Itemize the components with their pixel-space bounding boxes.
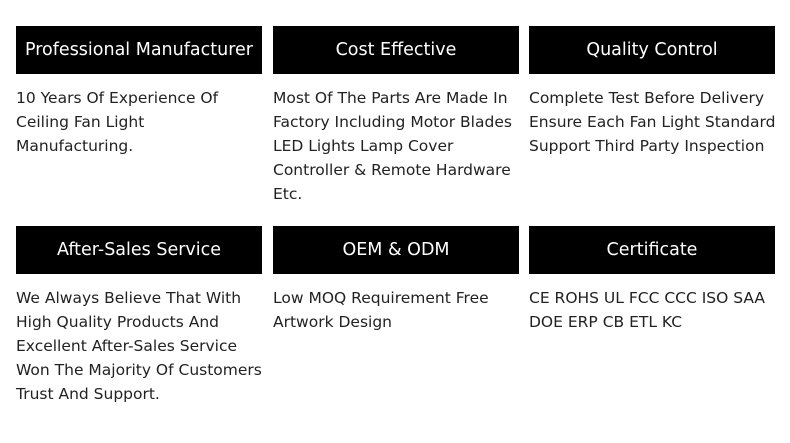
feature-card: OEM & ODM Low MOQ Requirement Free Artwork… [273, 226, 519, 334]
description-line: Factory Including Motor Blades [273, 113, 512, 131]
feature-title: After-Sales Service [16, 226, 262, 274]
description-line: Trust And Support. [16, 385, 160, 403]
description-line: Controller & Remote Hardware [273, 161, 511, 179]
description-line: CE ROHS UL FCC CCC ISO SAA [529, 289, 766, 307]
description-line: LED Lights Lamp Cover [273, 137, 454, 155]
feature-title: Cost Effective [273, 26, 519, 74]
description-line: Complete Test Before Delivery [529, 89, 765, 107]
feature-title: Certificate [529, 226, 775, 274]
description-line: Low MOQ Requirement Free [273, 289, 489, 307]
feature-description: Complete Test Before Delivery Ensure Each… [529, 86, 775, 158]
description-line: Ensure Each Fan Light Standard [529, 113, 776, 131]
description-line: Support Third Party Inspection [529, 137, 765, 155]
feature-description: 10 Years Of Experience Of Ceiling Fan Lig… [16, 86, 262, 158]
description-line: Excellent After-Sales Service [16, 337, 238, 355]
feature-card: Certificate CE ROHS UL FCC CCC ISO SAA DOE… [529, 226, 775, 334]
feature-description: Low MOQ Requirement Free Artwork Design [273, 286, 519, 334]
description-line: Etc. [273, 185, 303, 203]
description-line: DOE ERP CB ETL KC [529, 313, 683, 331]
feature-title: Professional Manufacturer [16, 26, 262, 74]
feature-description: We Always Believe That With High Quality … [16, 286, 262, 406]
feature-card: Professional Manufacturer 10 Years Of Exp… [16, 26, 262, 158]
feature-card: Cost Effective Most Of The Parts Are Made… [273, 26, 519, 206]
feature-title: Quality Control [529, 26, 775, 74]
description-line: Most Of The Parts Are Made In [273, 89, 508, 107]
description-line: Ceiling Fan Light [16, 113, 145, 131]
feature-title: OEM & ODM [273, 226, 519, 274]
description-line: We Always Believe That With [16, 289, 242, 307]
description-line: High Quality Products And [16, 313, 219, 331]
description-line: Artwork Design [273, 313, 393, 331]
description-line: Manufacturing. [16, 137, 134, 155]
description-line: Won The Majority Of Customers [16, 361, 262, 379]
feature-description: CE ROHS UL FCC CCC ISO SAA DOE ERP CB ETL… [529, 286, 775, 334]
feature-description: Most Of The Parts Are Made In Factory Inc… [273, 86, 519, 206]
description-line: 10 Years Of Experience Of [16, 89, 219, 107]
feature-card: After-Sales Service We Always Believe Tha… [16, 226, 262, 406]
feature-card: Quality Control Complete Test Before Deli… [529, 26, 775, 158]
